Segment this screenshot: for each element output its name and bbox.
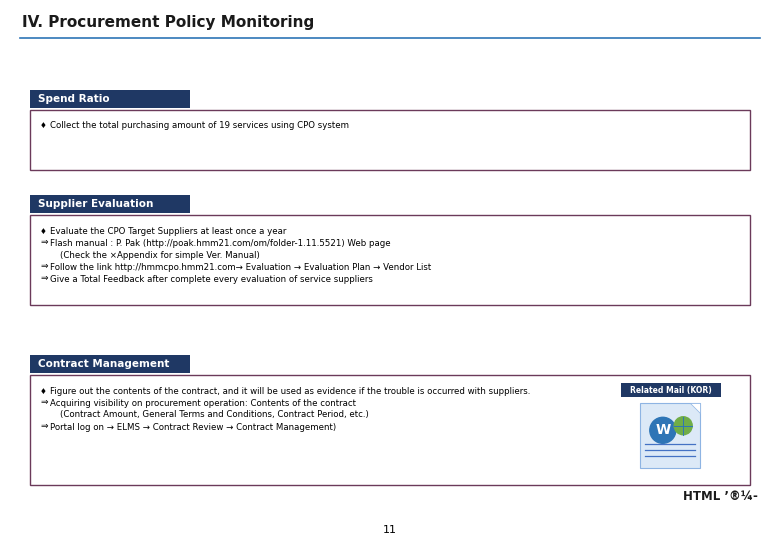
Text: (Contract Amount, General Terms and Conditions, Contract Period, etc.): (Contract Amount, General Terms and Cond… xyxy=(60,410,369,420)
Text: Supplier Evaluation: Supplier Evaluation xyxy=(38,199,154,209)
Text: Figure out the contents of the contract, and it will be used as evidence if the : Figure out the contents of the contract,… xyxy=(50,387,530,395)
Text: IV. Procurement Policy Monitoring: IV. Procurement Policy Monitoring xyxy=(22,15,314,30)
Text: Evaluate the CPO Target Suppliers at least once a year: Evaluate the CPO Target Suppliers at lea… xyxy=(50,226,286,235)
Text: Portal log on → ELMS → Contract Review → Contract Management): Portal log on → ELMS → Contract Review →… xyxy=(50,422,336,431)
Text: W: W xyxy=(655,423,671,437)
Text: ♦: ♦ xyxy=(40,226,47,235)
Text: Collect the total purchasing amount of 19 services using CPO system: Collect the total purchasing amount of 1… xyxy=(50,122,349,131)
Text: Give a Total Feedback after complete every evaluation of service suppliers: Give a Total Feedback after complete eve… xyxy=(50,274,373,284)
Text: (Check the ×Appendix for simple Ver. Manual): (Check the ×Appendix for simple Ver. Man… xyxy=(60,251,260,260)
Text: Follow the link http://hmmcpo.hmm21.com→ Evaluation → Evaluation Plan → Vendor L: Follow the link http://hmmcpo.hmm21.com→… xyxy=(50,262,431,272)
Bar xyxy=(640,403,700,468)
Circle shape xyxy=(674,417,692,435)
Text: HTML ’®¼-: HTML ’®¼- xyxy=(683,490,758,503)
Bar xyxy=(30,195,190,213)
Text: ♦: ♦ xyxy=(40,387,47,395)
Text: Spend Ratio: Spend Ratio xyxy=(38,94,110,104)
Text: ⇒: ⇒ xyxy=(40,239,48,247)
Text: ⇒: ⇒ xyxy=(40,399,48,408)
Text: 11: 11 xyxy=(383,525,397,535)
Bar xyxy=(30,215,750,305)
Bar xyxy=(30,355,190,373)
Text: ⇒: ⇒ xyxy=(40,262,48,272)
Text: Related Mail (KOR): Related Mail (KOR) xyxy=(630,386,712,395)
Text: Contract Management: Contract Management xyxy=(38,359,169,369)
Polygon shape xyxy=(690,403,700,413)
Text: ⇒: ⇒ xyxy=(40,274,48,284)
Bar xyxy=(30,375,750,485)
Bar xyxy=(30,90,190,108)
Text: Flash manual : P. Pak (http://poak.hmm21.com/om/folder-1.11.5521) Web page: Flash manual : P. Pak (http://poak.hmm21… xyxy=(50,239,391,247)
Text: Acquiring visibility on procurement operation: Contents of the contract: Acquiring visibility on procurement oper… xyxy=(50,399,356,408)
Text: ⇒: ⇒ xyxy=(40,422,48,431)
Text: ♦: ♦ xyxy=(40,122,47,131)
Bar xyxy=(621,383,721,397)
Circle shape xyxy=(650,417,675,443)
Bar xyxy=(30,110,750,170)
